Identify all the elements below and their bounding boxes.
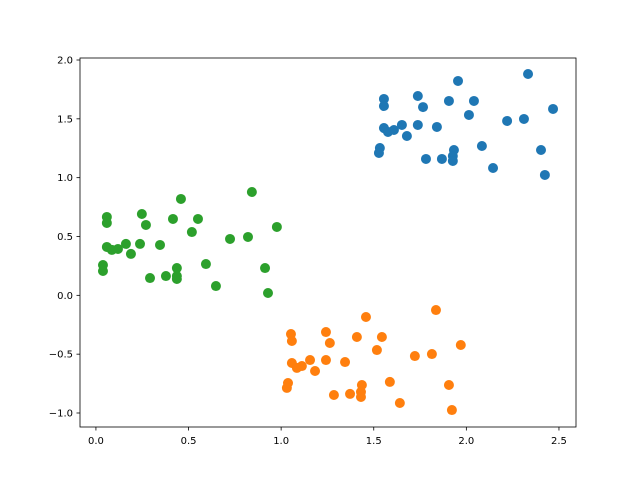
point [324,337,335,348]
y-tick-label: 1.5 [57,114,73,125]
y-tick-label: −1.0 [49,408,73,419]
x-tick-label: 1.0 [273,436,289,447]
point [305,355,316,366]
point [328,389,339,400]
point [420,153,431,164]
point [535,145,546,156]
y-tick-label: 2.0 [57,56,73,67]
x-tick-label: 1.5 [366,436,382,447]
point [373,147,384,158]
point [396,119,407,130]
point [271,221,282,232]
y-tick-label: 0.0 [57,291,73,302]
point [518,113,529,124]
x-tick-label: 2.5 [551,436,567,447]
point [426,349,437,360]
point [476,141,487,152]
point [548,103,559,114]
point [101,217,112,228]
point [371,345,382,356]
point [394,397,405,408]
point [443,95,454,106]
point [453,75,464,86]
point [463,109,474,120]
point [436,153,447,164]
point [455,339,466,350]
point [412,119,423,130]
point [447,155,458,166]
point [225,233,236,244]
point [160,271,171,282]
point [260,263,271,274]
point [97,265,108,276]
x-tick-label: 2.0 [458,436,474,447]
point [262,287,273,298]
point [200,259,211,270]
point [378,93,389,104]
point [155,239,166,250]
point [431,121,442,132]
point [286,335,297,346]
point [291,362,302,373]
point [112,243,123,254]
x-tick-label: 0.0 [88,436,104,447]
point [418,102,429,113]
point [401,131,412,142]
point [175,193,186,204]
point [135,238,146,249]
point [388,125,399,136]
point [523,69,534,80]
point [140,219,151,230]
point [320,327,331,338]
point [125,248,136,259]
point [488,163,499,174]
point [351,331,362,342]
point [145,273,156,284]
point [468,95,479,106]
point [412,91,423,102]
point [409,351,420,362]
point [171,273,182,284]
point [192,213,203,224]
point [281,382,292,393]
point [384,376,395,387]
point [167,213,178,224]
point [242,231,253,242]
y-tick-label: 1.0 [57,173,73,184]
point [376,331,387,342]
point [360,311,371,322]
point [171,263,182,274]
point [120,238,131,249]
point [136,209,147,220]
plot-frame [79,57,577,428]
point [210,281,221,292]
point [378,101,389,112]
point [446,405,457,416]
point [430,305,441,316]
x-tick-label: 0.5 [181,436,197,447]
y-tick-label: −0.5 [49,350,73,361]
point [320,355,331,366]
point [443,379,454,390]
y-tick-label: 0.5 [57,232,73,243]
point [539,169,550,180]
point [310,365,321,376]
point [345,388,356,399]
point [340,357,351,368]
point [502,115,513,126]
point [355,391,366,402]
point [246,187,257,198]
point [186,227,197,238]
